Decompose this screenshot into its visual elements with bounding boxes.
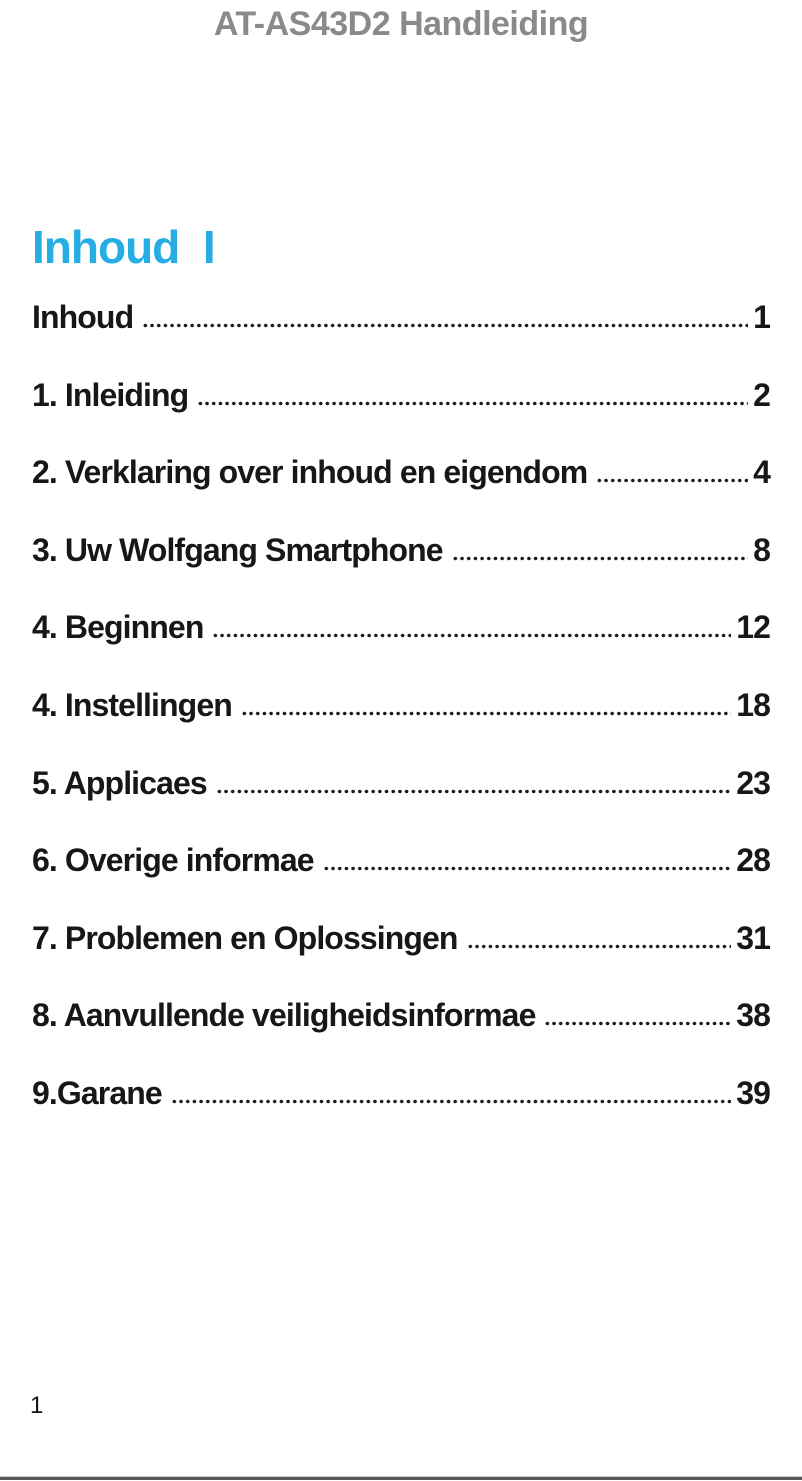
toc-entry-label: 8. Aanvullende veiligheidsinformae — [32, 997, 536, 1034]
toc-entry[interactable]: 3. Uw Wolfgang Smartphone 8 — [32, 531, 771, 610]
toc-entry-label: 6. Overige informae — [32, 842, 315, 879]
toc-entry[interactable]: 9.Garane 39 — [32, 1074, 771, 1153]
toc-list: Inhoud 1 1. Inleiding 2 2. Verklaring ov… — [32, 299, 771, 1153]
page-number: 1 — [30, 1392, 44, 1419]
toc-entry-page-number: 18 — [736, 686, 771, 723]
toc-entry-label: 7. Problemen en Oplossingen — [32, 919, 458, 956]
toc-entry[interactable]: 2. Verklaring over inhoud en eigendom 4 — [32, 454, 771, 532]
toc-entry-page-number: 31 — [736, 919, 771, 956]
toc-entry-label: Inhoud — [32, 299, 134, 335]
dot-leader — [322, 866, 732, 872]
dot-leader — [451, 555, 749, 561]
toc-entry-page-number: 4 — [753, 454, 771, 491]
toc-entry-label: 2. Verklaring over inhoud en eigendom — [32, 454, 588, 491]
document-title: AT-AS43D2 Handleiding — [213, 5, 589, 43]
dot-leader — [212, 633, 732, 639]
dot-leader — [466, 943, 732, 949]
dot-leader — [197, 400, 749, 406]
toc-entry-page-number: 38 — [736, 997, 771, 1034]
toc-entry-label: 9.Garane — [32, 1074, 163, 1111]
dot-leader — [544, 1021, 732, 1027]
dot-leader — [142, 323, 749, 328]
dot-leader — [170, 1098, 732, 1104]
toc-entry[interactable]: 4. Instellingen 18 — [32, 686, 771, 765]
document-header: AT-AS43D2 Handleiding — [0, 5, 802, 44]
toc-entry-page-number: 39 — [736, 1074, 771, 1111]
toc-entry-page-number: 2 — [753, 376, 771, 413]
dot-leader — [240, 710, 732, 716]
toc-heading: Inhoud I — [32, 221, 216, 273]
toc-entry-page-number: 12 — [736, 609, 771, 646]
toc-entry-page-number: 28 — [736, 842, 771, 879]
toc-entry-label: 1. Inleiding — [32, 376, 189, 413]
toc-entry-page-number: 1 — [753, 299, 771, 335]
toc-entry[interactable]: Inhoud 1 — [32, 299, 771, 377]
toc-entry-label: 4. Beginnen — [32, 609, 204, 646]
toc-entry-label: 5. Applicaes — [32, 764, 208, 801]
toc-entry-label: 4. Instellingen — [32, 686, 233, 723]
toc-entry[interactable]: 5. Applicaes 23 — [32, 764, 771, 843]
toc-entry[interactable]: 8. Aanvullende veiligheidsinformae 38 — [32, 997, 771, 1075]
dot-leader — [215, 788, 732, 794]
dot-leader — [596, 478, 749, 484]
toc-entry-label: 3. Uw Wolfgang Smartphone — [32, 531, 444, 568]
toc-entry[interactable]: 4. Beginnen 12 — [32, 609, 771, 687]
toc-entry-page-number: 8 — [753, 531, 771, 568]
toc-entry-page-number: 23 — [736, 764, 771, 801]
page-bottom-border — [0, 1476, 802, 1480]
toc-entry[interactable]: 6. Overige informae 28 — [32, 842, 771, 920]
toc-entry[interactable]: 7. Problemen en Oplossingen 31 — [32, 919, 771, 998]
toc-entry[interactable]: 1. Inleiding 2 — [32, 376, 771, 455]
